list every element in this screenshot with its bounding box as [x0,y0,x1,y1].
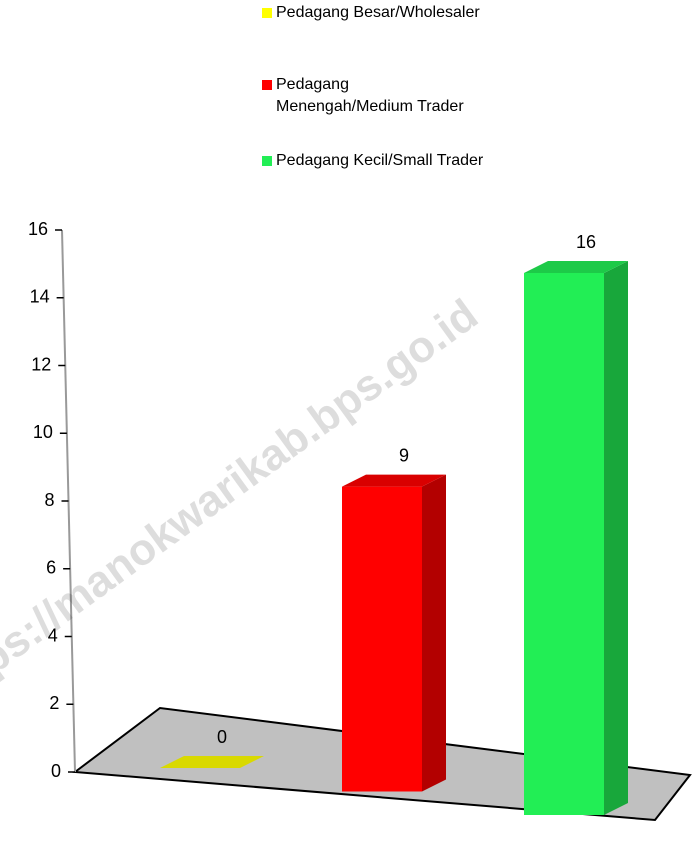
y-tick-label: 10 [33,422,53,442]
y-tick-label: 6 [46,558,56,578]
bar-side [422,474,446,792]
y-tick-label: 16 [28,219,48,239]
y-tick-label: 0 [51,761,61,781]
legend-item: Pedagang Menengah/Medium Trader [262,74,468,118]
value-label: 0 [217,727,227,747]
legend-swatch [262,8,272,18]
y-tick-label: 12 [31,354,51,374]
legend-item: Pedagang Kecil/Small Trader [262,150,483,172]
bar-side [604,261,628,815]
legend-label: Pedagang Menengah/Medium Trader [276,76,464,115]
bar [524,273,604,815]
y-tick-label: 2 [49,693,59,713]
legend-swatch [262,156,272,166]
legend-label: Pedagang Besar/Wholesaler [276,4,480,21]
legend-label: Pedagang Kecil/Small Trader [276,152,484,169]
bar-top [160,756,264,768]
value-label: 9 [399,445,409,465]
bar [342,486,422,792]
bar-top [524,261,628,273]
y-tick-label: 14 [30,287,50,307]
value-label: 16 [576,232,596,252]
bar-top [342,474,446,487]
legend-swatch [262,80,272,90]
y-tick-label: 4 [48,625,58,645]
legend-item: Pedagang Besar/Wholesaler [262,2,480,24]
y-tick-label: 8 [44,490,54,510]
